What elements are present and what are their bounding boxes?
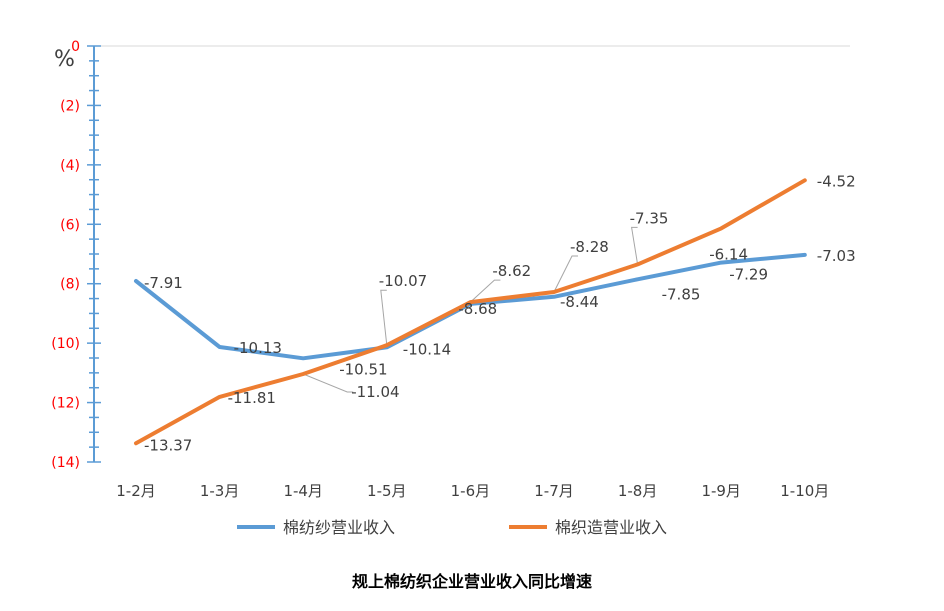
series-line-2 — [134, 178, 807, 446]
legend-label-series-2: 棉织造营业收入 — [555, 518, 667, 537]
x-tick-label: 1-9月 — [701, 482, 741, 500]
data-label-series-2: -11.04 — [351, 383, 399, 401]
x-tick-labels: 1-2月 1-3月 1-4月 1-5月 1-6月 1-7月 1-8月 1-9月 1-10月 — [116, 482, 829, 500]
x-tick-label: 1-4月 — [283, 482, 323, 500]
data-label-series-2: -11.81 — [228, 389, 276, 407]
data-label-series-1: -7.85 — [662, 285, 701, 303]
y-tick-label: (2) — [60, 98, 80, 114]
leader-line — [303, 373, 354, 393]
data-label-series-2: -6.14 — [709, 245, 748, 263]
x-tick-label: 1-7月 — [534, 482, 574, 500]
data-label-series-2: -13.37 — [144, 436, 192, 454]
data-label-series-1: -8.68 — [458, 300, 497, 318]
leader-line — [631, 226, 639, 265]
y-tick-label: 0 — [71, 39, 80, 55]
leader-line — [553, 255, 578, 293]
chart-title: 规上棉纺织企业营业收入同比增速 — [351, 572, 592, 591]
x-tick-label: 1-6月 — [451, 482, 491, 500]
data-label-series-2: -8.62 — [492, 262, 531, 280]
y-tick-label: (4) — [60, 158, 80, 174]
legend: 棉纺纱营业收入 棉织造营业收入 — [237, 518, 667, 537]
x-tick-label: 1-3月 — [200, 482, 240, 500]
x-tick-label: 1-2月 — [116, 482, 156, 500]
leader-line — [380, 289, 388, 346]
data-label-series-1: -10.14 — [403, 340, 451, 358]
y-tick-label: (10) — [51, 336, 80, 352]
data-label-series-2: -10.07 — [379, 272, 427, 290]
y-tick-label: (12) — [51, 396, 80, 412]
data-label-series-1: -8.44 — [560, 293, 599, 311]
y-tick-label: (8) — [60, 277, 80, 293]
data-label-series-2: -4.52 — [817, 172, 856, 190]
x-tick-label: 1-8月 — [618, 482, 658, 500]
y-tick-labels: 0 (2) (4) (6) (8) (10) (12) (14) — [51, 39, 80, 471]
series-lines — [134, 178, 807, 446]
data-label-series-1: -10.13 — [234, 339, 282, 357]
axes — [87, 45, 850, 463]
y-tick-label: (6) — [60, 217, 80, 233]
data-label-series-1: -7.91 — [144, 274, 183, 292]
leader-line — [470, 279, 501, 303]
x-tick-label: 1-10月 — [780, 482, 829, 500]
legend-label-series-1: 棉纺纱营业收入 — [283, 518, 395, 537]
data-label-series-2: -8.28 — [570, 238, 609, 256]
data-label-series-1: -7.29 — [729, 266, 768, 284]
x-tick-label: 1-5月 — [367, 482, 407, 500]
data-labels: -7.91 -10.13 -10.51 -10.14 -8.68 -8.44 -7.85 -7… — [144, 172, 856, 454]
data-label-series-1: -7.03 — [817, 247, 856, 265]
data-label-series-1: -10.51 — [339, 360, 387, 378]
data-label-series-2: -7.35 — [630, 209, 669, 227]
label-leader-lines — [303, 226, 639, 393]
unit-label: % — [54, 47, 75, 72]
y-tick-label: (14) — [51, 455, 80, 471]
